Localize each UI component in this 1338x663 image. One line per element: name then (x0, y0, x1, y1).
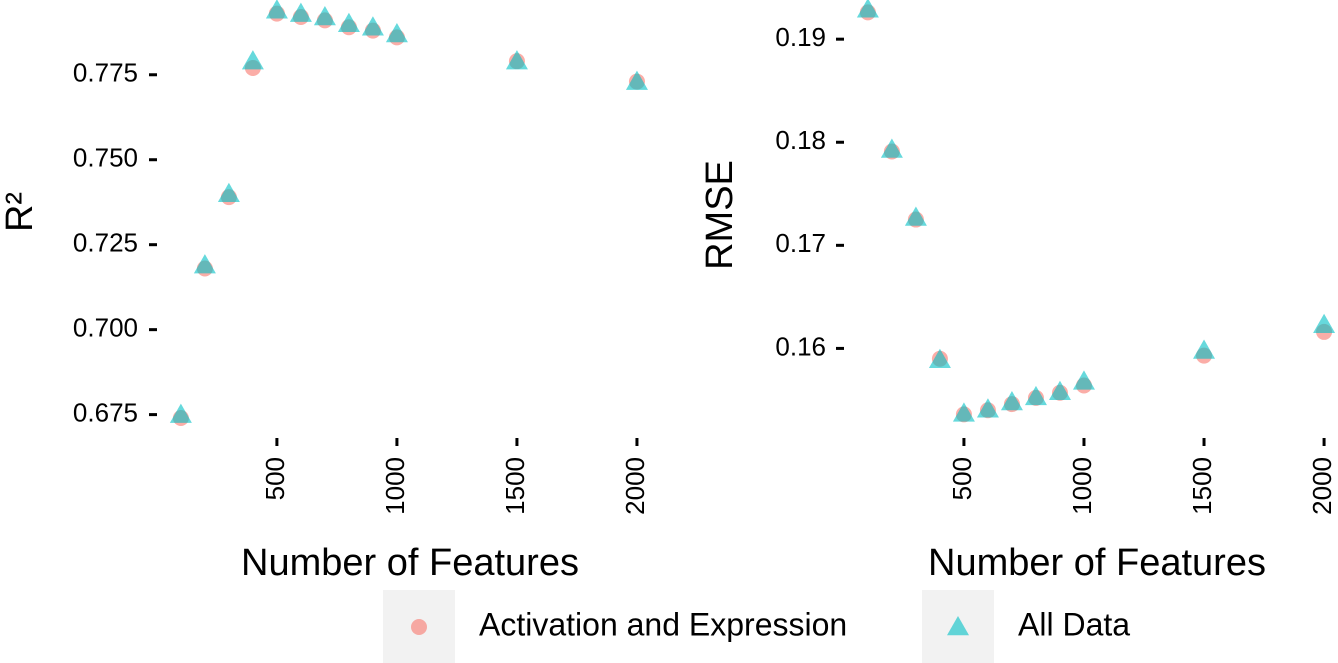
x-tick-label: 2000 (620, 457, 650, 515)
x-tick-label: 500 (260, 457, 290, 500)
y-tick-label: 0.675 (73, 397, 138, 427)
y-tick-label: 0.775 (73, 58, 138, 88)
point (265, 0, 288, 19)
point (952, 402, 975, 422)
y-axis-title: R² (0, 192, 41, 232)
x-tick-label: 1000 (1067, 457, 1097, 515)
point (361, 16, 384, 36)
x-tick-label: 2000 (1307, 457, 1337, 515)
y-tick-label: 0.18 (775, 125, 826, 155)
point (385, 22, 408, 43)
legend-key (947, 616, 969, 636)
x-tick-label: 1000 (380, 457, 410, 515)
y-tick-label: 0.725 (73, 228, 138, 258)
x-tick-label: 500 (947, 457, 977, 500)
y-axis-title: RMSE (699, 160, 741, 270)
point (625, 70, 648, 90)
point (1024, 385, 1047, 406)
point (337, 12, 360, 33)
y-tick-label: 0.700 (73, 313, 138, 343)
point (1072, 370, 1095, 390)
x-tick-label: 1500 (1187, 457, 1217, 515)
legend-label: All Data (1018, 606, 1130, 642)
point (313, 5, 336, 26)
point (880, 138, 903, 158)
y-tick-label: 0.19 (775, 22, 826, 52)
legend-key (411, 619, 427, 635)
point (1048, 380, 1071, 400)
point (1313, 313, 1336, 333)
y-tick-label: 0.750 (73, 143, 138, 173)
y-tick-label: 0.17 (775, 228, 826, 258)
point (1193, 339, 1216, 359)
x-tick-label: 1500 (500, 457, 530, 515)
x-axis-title: Number of Features (928, 542, 1266, 584)
point (1000, 391, 1023, 411)
point (505, 50, 528, 70)
y-tick-label: 0.16 (775, 331, 826, 361)
point (241, 50, 264, 70)
x-axis-title: Number of Features (241, 542, 579, 584)
point (169, 403, 192, 423)
point (928, 348, 951, 369)
point (217, 182, 240, 202)
point (289, 2, 312, 22)
point (193, 254, 216, 274)
point (904, 206, 927, 226)
point (856, 0, 879, 18)
legend-label: Activation and Expression (479, 606, 847, 642)
point (976, 398, 999, 418)
